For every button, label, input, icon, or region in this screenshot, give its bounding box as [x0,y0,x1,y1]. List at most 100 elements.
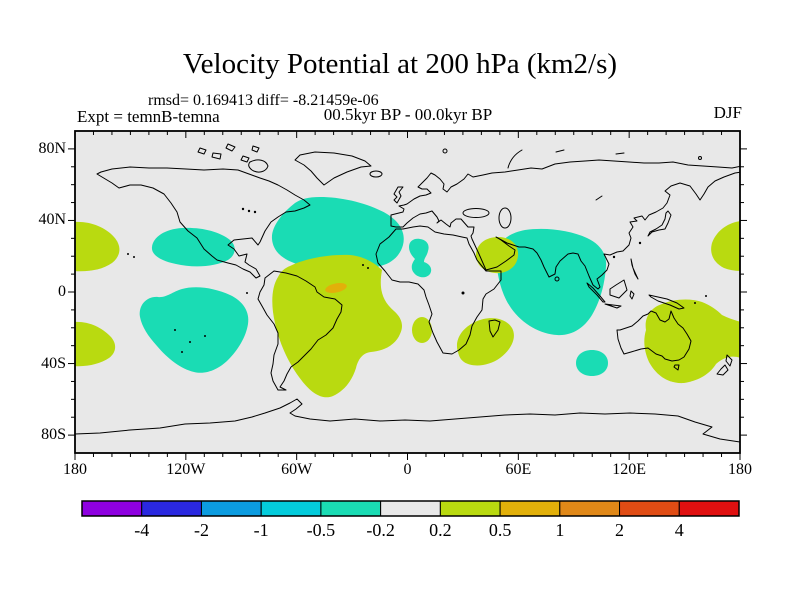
colorbar-level-label: 2 [615,520,625,540]
colorbar-level-label: 0.2 [429,520,452,540]
page-title: Velocity Potential at 200 hPa (km2/s) [182,48,618,80]
coastline-iceland [369,170,383,178]
great-lakes [241,207,245,211]
anomaly-south-america-atlantic [272,254,402,398]
coastline-madagascar [488,319,501,338]
island-speck [554,276,560,282]
great-lakes [247,209,251,213]
lake-baikal [595,195,603,201]
experiment-label: Expt = temnB-temna [77,107,220,126]
lon-tick-label: 120W [166,461,206,478]
lat-tick-label: 80N [38,139,66,157]
colorbar-level-label: -4 [134,520,150,540]
colorbar-segment [141,500,202,517]
lat-tick-label: 80S [41,426,66,444]
coastline-japan [647,210,672,237]
island-speck [367,267,369,269]
colorbar-segment [499,500,561,517]
coastline-java [604,303,622,309]
island-speck [246,292,248,294]
caspian-sea [498,207,512,229]
island-speck [133,256,135,258]
lon-tick-label: 60W [281,461,313,478]
colorbar-segment [380,500,441,517]
great-lakes [253,210,257,214]
colorbar-level-label: -0.2 [366,520,395,540]
island-speck [181,351,183,353]
colorbar-frame [81,500,740,517]
colorbar-segment [439,500,501,517]
anomaly-regions [75,197,740,398]
novaya-zemlya [507,149,523,169]
coastline-north-america [96,166,311,279]
lon-tick-label: 60E [505,461,532,478]
colorbar-level-label: 4 [674,520,684,540]
colorbar-segment [619,500,680,517]
anomaly-north-atlantic [271,197,404,270]
lon-tick-label: 180 [63,461,87,478]
coastline-sumatra [586,282,606,303]
colorbar-level-label: -0.5 [306,520,336,540]
island-speck [638,241,642,245]
arctic-island [197,147,207,155]
lat-tick-label: 40N [38,211,66,229]
anomaly-angola-namibia-small [412,317,432,343]
coastline-south-america [257,270,343,391]
colorbar-level-label: -2 [193,520,209,540]
colorbar-segment [260,500,322,517]
island-speck [189,341,191,343]
anomaly-south-indian-ocean [576,350,608,376]
coastline-greenland [294,151,372,186]
island-speck [694,302,696,304]
island-speck [612,255,616,259]
coastline-eurasia [390,159,740,290]
stats-line: rmsd= 0.169413 diff= -8.21459e-06 [148,92,379,109]
arctic-island [240,155,250,163]
anomaly-south-pacific [139,287,249,373]
island-speck [127,253,129,255]
colorbar-segment [559,500,621,517]
lat-tick-label: 40S [41,354,66,372]
lon-tick-label: 0 [403,461,412,478]
colorbar-segment [81,500,143,517]
coastline-borneo [609,279,628,299]
coastline-sulawesi [629,290,635,300]
anomaly-equatorial-atlantic-spot [325,283,347,293]
coastline-africa [375,225,502,355]
arctic-island [225,143,236,152]
lat-tick-label: 0 [58,283,66,300]
anomaly-arabia [476,237,519,274]
anomaly-ne-pacific-off-mexico [151,227,235,267]
colorbar-level-label: 1 [555,520,565,540]
new-siberian-islands [615,152,625,155]
colorbar-level-label: -1 [253,520,269,540]
lake-victoria [461,291,465,295]
season-label: DJF [713,103,742,122]
coastline-new-zealand-south [716,364,729,376]
anomaly-dateline-north-west-edge [75,221,120,272]
anomaly-australia-sw-pacific [644,299,740,384]
coastlines [75,143,740,443]
island-speck [204,335,206,337]
lon-tick-label: 180 [728,461,752,478]
colorbar-level-label: 0.5 [488,520,512,540]
lon-tick-label: 120E [612,461,647,478]
baffin-island [248,159,269,173]
arctic-island [251,145,260,153]
island-speck [705,295,707,297]
anomaly-north-africa-small [409,238,432,278]
coastline-philippines [630,258,639,280]
colorbar [81,500,740,517]
island-speck [362,264,364,266]
coastline-new-guinea [648,294,685,310]
colorbar-segment [678,500,740,517]
coastline-australia [616,310,692,362]
coastline-united-kingdom [393,186,404,204]
island-speck [174,329,176,331]
coastline-antarctica [75,398,740,443]
anomaly-dateline-north-east-edge [711,221,740,271]
arctic-island [211,152,222,160]
severnaya-zemlya [555,149,565,153]
